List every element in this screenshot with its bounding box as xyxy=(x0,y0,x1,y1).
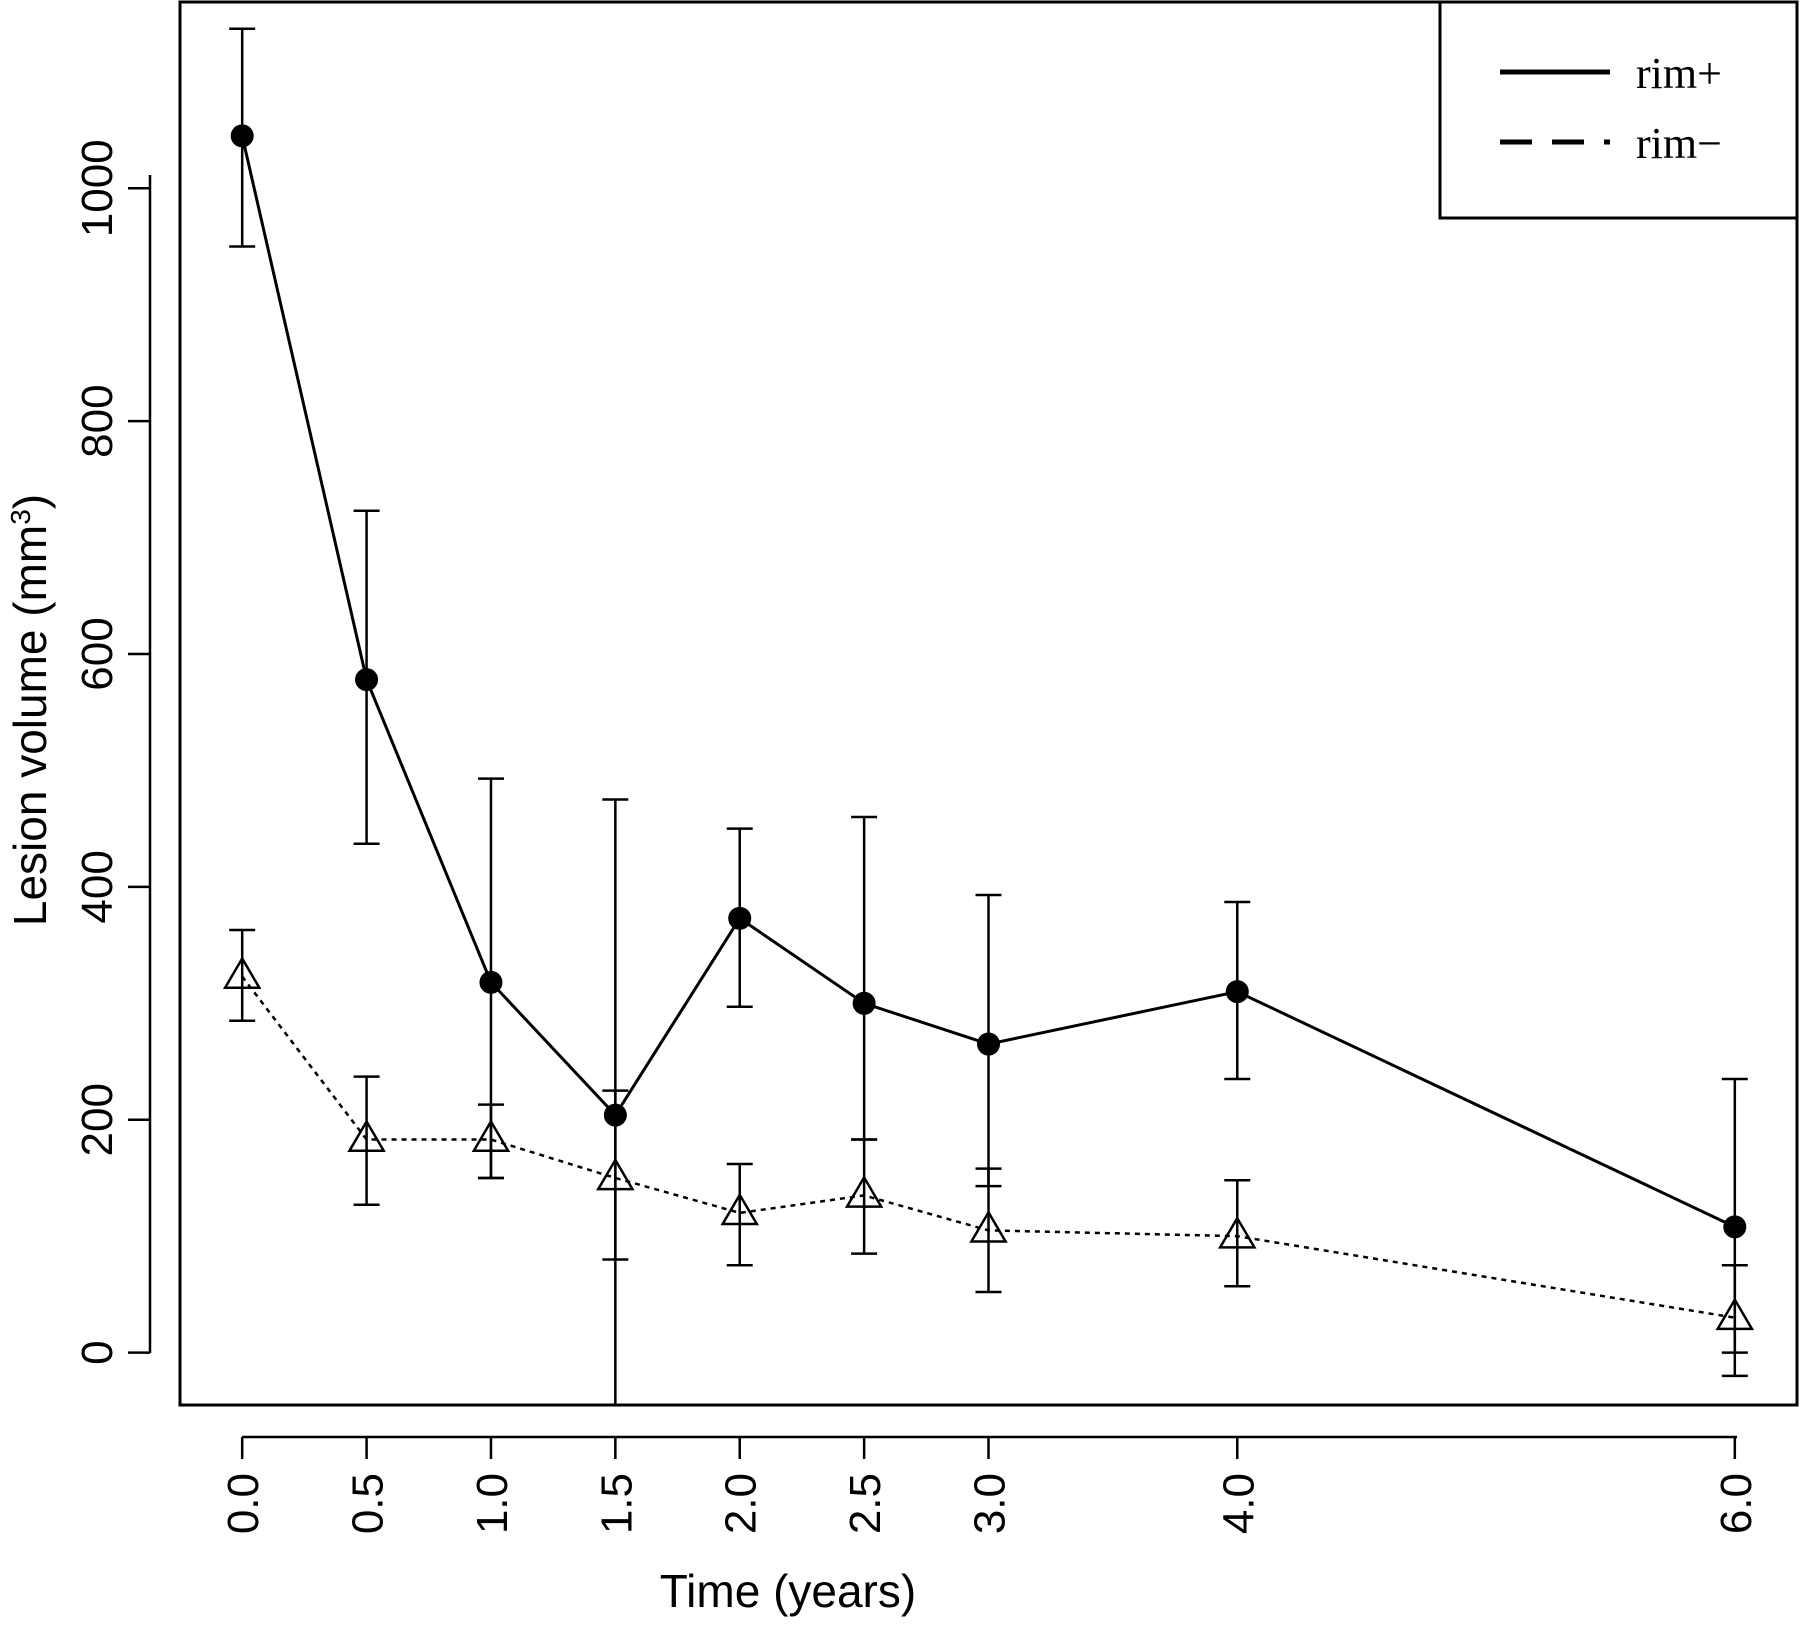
error-bar xyxy=(851,1138,878,1255)
data-point xyxy=(471,1119,511,1152)
error-bar xyxy=(1224,1179,1251,1288)
y-axis-title-superscript: 3 xyxy=(5,509,36,525)
data-point xyxy=(852,991,876,1015)
series-rim-minus xyxy=(222,928,1755,1378)
y-tick-label: 200 xyxy=(73,1083,122,1156)
x-axis-title: Time (years) xyxy=(660,1565,916,1617)
y-tick-label: 0 xyxy=(73,1340,122,1364)
data-point xyxy=(347,1119,386,1152)
data-point xyxy=(977,1032,1000,1056)
x-tick-label: 2.0 xyxy=(717,1473,766,1534)
x-tick-label: 1.0 xyxy=(468,1473,517,1534)
y-axis-title-suffix: ) xyxy=(4,494,56,509)
data-point xyxy=(969,1209,1008,1243)
data-point xyxy=(1723,1215,1747,1239)
y-axis-title: Lesion volume (mm3) xyxy=(4,494,56,926)
error-bar xyxy=(1721,1264,1748,1378)
y-axis-title-text: Lesion volume (mm xyxy=(4,525,56,926)
data-point xyxy=(1217,1215,1257,1249)
x-tick-label: 4.0 xyxy=(1214,1473,1263,1534)
data-point xyxy=(1715,1297,1755,1331)
legend-box xyxy=(1438,0,1799,220)
plot-frame xyxy=(178,0,1799,1407)
data-point xyxy=(230,124,254,148)
data-point xyxy=(844,1174,884,1208)
y-axis: 0 200 400 600 800 1000 xyxy=(73,139,152,1365)
error-bar xyxy=(851,815,878,1141)
data-point xyxy=(222,956,262,989)
legend: rim+ rim− xyxy=(1438,0,1799,220)
error-bar xyxy=(602,1089,629,1261)
error-bar xyxy=(726,1162,753,1267)
error-bar xyxy=(229,928,256,1023)
y-tick-label: 400 xyxy=(73,850,122,923)
y-tick-label: 600 xyxy=(73,617,122,690)
x-tick-label: 2.5 xyxy=(841,1473,890,1534)
x-tick-label: 1.5 xyxy=(592,1473,641,1534)
error-bar xyxy=(975,1167,1002,1294)
x-tick-label: 0.0 xyxy=(219,1473,268,1534)
y-tick-label: 1000 xyxy=(73,139,122,237)
data-point xyxy=(728,906,752,930)
data-point xyxy=(1225,980,1249,1004)
error-bar xyxy=(353,1075,380,1206)
data-point xyxy=(596,1157,635,1191)
x-axis: 0.0 0.5 1.0 1.5 2.0 2.5 3.0 4.0 6.0 xyxy=(219,1435,1761,1534)
legend-label-rim-plus: rim+ xyxy=(1636,49,1722,98)
x-tick-label: 6.0 xyxy=(1712,1473,1761,1534)
data-point xyxy=(720,1192,760,1226)
data-point xyxy=(479,970,503,994)
series-layer xyxy=(222,27,1755,1405)
error-bar xyxy=(477,1103,504,1180)
data-point xyxy=(355,668,379,692)
legend-label-rim-minus: rim− xyxy=(1636,119,1722,168)
y-tick-label: 800 xyxy=(73,384,122,457)
x-tick-label: 0.5 xyxy=(344,1473,393,1534)
x-tick-label: 3.0 xyxy=(966,1473,1015,1534)
